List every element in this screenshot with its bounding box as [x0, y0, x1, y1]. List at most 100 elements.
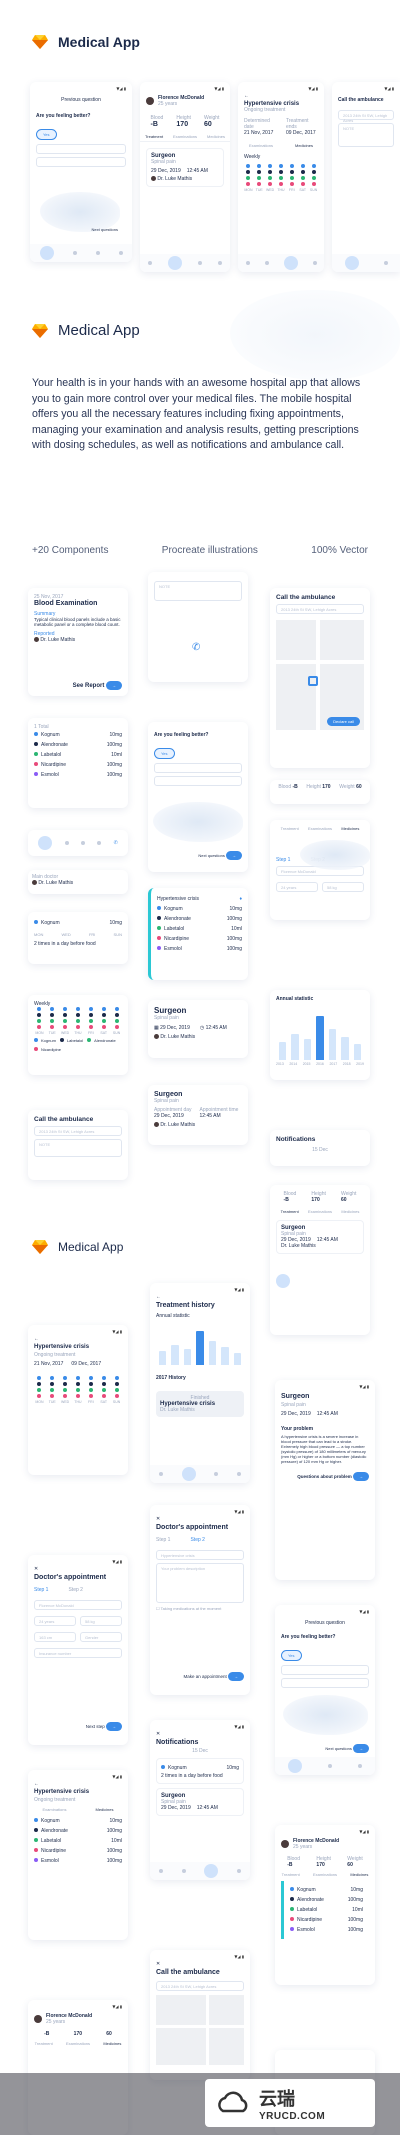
- day-label: THU: [74, 1400, 82, 1404]
- pill-dot-icon: [157, 926, 161, 930]
- map[interactable]: [156, 1995, 244, 2065]
- previous-question-link[interactable]: Previous question: [61, 97, 101, 103]
- close-icon[interactable]: ✕: [34, 1566, 39, 1572]
- day-label: FRI: [88, 1031, 94, 1035]
- next-step-button[interactable]: Next step →: [86, 1722, 122, 1731]
- dose-dot: [63, 1394, 68, 1398]
- medicine-row[interactable]: Esmolol 100mg: [290, 1925, 363, 1935]
- medicine-row[interactable]: Kognum 10mg: [34, 730, 122, 740]
- phone-icon[interactable]: ✆: [192, 642, 201, 653]
- dose-dot: [88, 1019, 93, 1023]
- avatar[interactable]: [146, 97, 154, 105]
- make-appointment-button[interactable]: Make an appointment →: [183, 1672, 244, 1681]
- home-icon[interactable]: [276, 1274, 290, 1288]
- map[interactable]: Declare call: [276, 620, 364, 730]
- background-whale-illustration: [230, 290, 400, 380]
- avatar[interactable]: [34, 2015, 42, 2023]
- dose-dot: [63, 1019, 68, 1023]
- back-arrow-icon[interactable]: ←: [244, 93, 249, 99]
- medicine-row[interactable]: Labetalol 10ml: [34, 1836, 122, 1846]
- medicine-row[interactable]: Kognum 10mg: [34, 1816, 122, 1826]
- medicine-row[interactable]: Nicardipine 100mg: [34, 1846, 122, 1856]
- dose-dot: [88, 1025, 93, 1029]
- weekly-dose-card: Weekly MON TUE WED THU FRI SAT SUN Kognum Labet…: [28, 995, 128, 1075]
- close-icon[interactable]: ✕: [156, 1961, 161, 1967]
- phone-icon[interactable]: ✆: [113, 840, 118, 846]
- dose-dot: [75, 1013, 80, 1017]
- close-icon[interactable]: ✕: [156, 1731, 161, 1737]
- whale-illustration: [40, 192, 120, 232]
- medicine-row[interactable]: Nicardipine 100mg: [290, 1915, 363, 1925]
- tab-medicines[interactable]: Medicines: [206, 134, 225, 139]
- home-icon[interactable]: [283, 256, 298, 270]
- medicine-row[interactable]: Nicardipine 100mg: [157, 934, 242, 944]
- next-questions-button[interactable]: Next questions →: [325, 1744, 369, 1753]
- calendar-icon: ▦ 29 Dec, 2019: [154, 1025, 190, 1031]
- home-icon[interactable]: [344, 256, 359, 270]
- dose-dot: [300, 176, 305, 180]
- medicine-row[interactable]: Nicardipine 100mg: [34, 760, 122, 770]
- tab-treatment[interactable]: Treatment: [144, 134, 164, 139]
- medicine-row[interactable]: Labetalol 10ml: [290, 1905, 363, 1915]
- medicine-row[interactable]: Esmolol 100mg: [34, 1856, 122, 1866]
- back-arrow-icon[interactable]: ←: [34, 1336, 39, 1342]
- next-questions-button[interactable]: Next questions →: [198, 851, 242, 860]
- avatar[interactable]: [281, 1840, 289, 1848]
- history-item[interactable]: Finished Hypertensive crisis Dr. Luke Ma…: [156, 1391, 244, 1417]
- home-icon[interactable]: [181, 1467, 196, 1481]
- medicine-row[interactable]: Alendronate 100mg: [34, 1826, 122, 1836]
- stat-bar: [233, 1353, 242, 1365]
- see-report-button[interactable]: See Report →: [73, 681, 122, 690]
- dose-dot: [278, 164, 283, 168]
- back-arrow-icon[interactable]: ←: [156, 1294, 161, 1300]
- annual-statistic-card: Annual statistic 2013 2014 2015 2016 2017 201…: [270, 990, 370, 1080]
- blood-exam-card[interactable]: 25 Nov, 2017 Blood Examination Summary T…: [28, 588, 128, 696]
- surgeon-card[interactable]: Surgeon Spinal pain 29 Dec, 2019 12:45 AM…: [146, 148, 224, 187]
- day-label: FRI: [88, 1400, 94, 1404]
- next-questions-button[interactable]: Next questions: [91, 227, 118, 232]
- medicine-row[interactable]: Kognum 10mg: [157, 904, 242, 914]
- surgeon-card-small[interactable]: Surgeon Spinal pain Appointment day 29 De…: [148, 1085, 248, 1145]
- home-icon[interactable]: [288, 1759, 302, 1773]
- medicine-row[interactable]: Esmolol 100mg: [34, 770, 122, 780]
- surgeon-card-large[interactable]: Surgeon Spinal pain ▦ 29 Dec, 2019 ◷ 12:4…: [148, 1000, 248, 1058]
- home-icon[interactable]: [39, 246, 54, 260]
- medicine-row[interactable]: Labetalol 10ml: [34, 750, 122, 760]
- phone-notifications: ▼◢ ▮ ✕ Notifications 15 Dec Kognum 10mg 2…: [150, 1720, 250, 1880]
- home-icon[interactable]: [204, 1864, 219, 1878]
- legend-item: Alendronate: [87, 1038, 116, 1043]
- dose-dot: [114, 1388, 119, 1392]
- medicine-row[interactable]: Esmolol 100mg: [157, 944, 242, 954]
- medicine-row[interactable]: Alendronate 100mg: [34, 740, 122, 750]
- back-arrow-icon[interactable]: ←: [34, 1781, 39, 1787]
- intro-paragraph: Your health is in your hands with an awe…: [32, 377, 361, 451]
- intro-heading: Medical App: [58, 322, 140, 339]
- dose-card: Kognum 10mg MON WED FRI SUN 2 times in a day…: [28, 912, 128, 964]
- year-label: 2016: [316, 1062, 324, 1066]
- close-icon[interactable]: ✕: [156, 1516, 161, 1522]
- pill-dot-icon: [34, 732, 38, 736]
- dose-dot: [300, 164, 305, 168]
- pill-dot-icon: [34, 752, 38, 756]
- questions-about-problem-button[interactable]: Questions about problem →: [275, 1464, 375, 1489]
- pill-dot-icon: [34, 1828, 38, 1832]
- medicine-row[interactable]: Kognum 10mg: [290, 1885, 363, 1895]
- medicine-row[interactable]: Alendronate 100mg: [157, 914, 242, 924]
- dose-dot-grid: MON TUE WED THU FRI SAT SUN: [238, 162, 324, 194]
- dose-dot: [88, 1007, 93, 1011]
- dose-dot: [114, 1013, 119, 1017]
- dose-dot: [300, 182, 305, 186]
- dose-dot: [289, 170, 294, 174]
- medicine-row[interactable]: Alendronate 100mg: [290, 1895, 363, 1905]
- declare-call-button[interactable]: Declare call: [327, 717, 360, 726]
- dose-dot: [101, 1013, 106, 1017]
- dose-dot-grid: MON TUE WED THU FRI SAT SUN: [34, 1007, 122, 1035]
- yes-chip[interactable]: Yes: [36, 129, 57, 140]
- dose-dot: [289, 182, 294, 186]
- home-icon[interactable]: [168, 256, 182, 270]
- home-icon[interactable]: [38, 836, 53, 850]
- dose-dot: [289, 176, 294, 180]
- medicine-row[interactable]: Labetalol 10ml: [157, 924, 242, 934]
- tab-examinations[interactable]: Examinations: [173, 134, 198, 139]
- medications-checkbox[interactable]: ☐ Taking medications at the moment: [156, 1606, 222, 1611]
